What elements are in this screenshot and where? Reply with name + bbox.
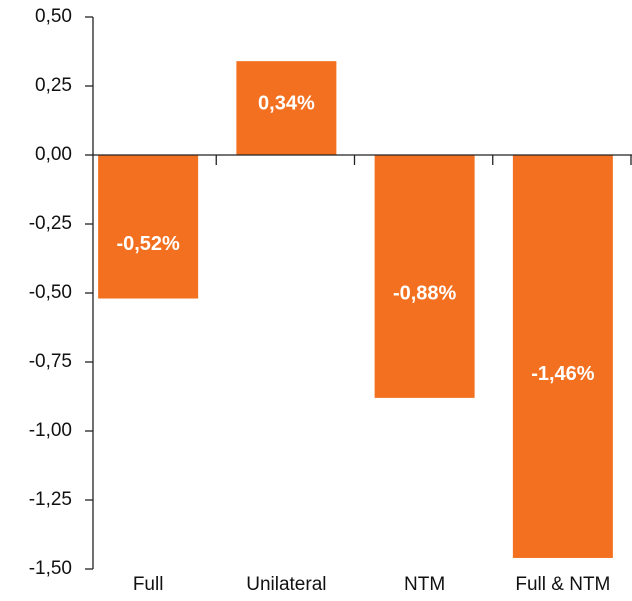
value-label: 0,34%	[258, 92, 315, 114]
value-label: -0,52%	[116, 233, 180, 255]
bar	[512, 155, 613, 558]
x-tick-label: NTM	[404, 574, 445, 595]
value-label: -1,46%	[531, 363, 595, 385]
x-tick-label: Unilateral	[246, 574, 326, 595]
y-tick-label: -0,50	[29, 282, 72, 303]
y-tick-label: 0,25	[35, 75, 72, 96]
bar	[98, 155, 199, 299]
y-tick-label: -1,25	[29, 489, 72, 510]
bar	[374, 155, 475, 398]
y-tick-label: -0,75	[29, 351, 72, 372]
x-tick-label: Full & NTM	[515, 574, 610, 595]
x-tick-label: Full	[133, 574, 164, 595]
value-label: -0,88%	[393, 283, 457, 305]
y-tick-label: -0,25	[29, 213, 72, 234]
y-tick-label: -1,50	[29, 558, 72, 579]
y-tick-label: 0,50	[35, 6, 72, 27]
bar	[236, 61, 337, 155]
y-tick-label: 0,00	[35, 144, 72, 165]
y-tick-label: -1,00	[29, 420, 72, 441]
